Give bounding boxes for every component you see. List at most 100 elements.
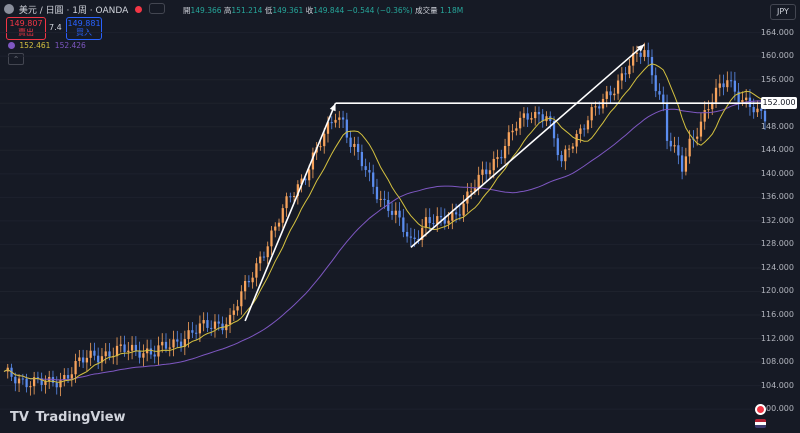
candle-body — [534, 111, 537, 119]
ohlc-readout: 開149.366 高151.214 低149.361 收149.844 −0.5… — [183, 5, 463, 16]
collapse-legend-button[interactable]: ⌃ — [8, 53, 24, 65]
candle-body — [29, 386, 32, 388]
currency-selector[interactable]: JPY — [770, 4, 796, 20]
candle-body — [575, 133, 578, 147]
candle-body — [300, 178, 303, 185]
candle-body — [326, 122, 330, 134]
tradingview-logo-icon: 𝗧𝗩 — [10, 410, 29, 425]
ohlc-low: 149.361 — [272, 6, 304, 15]
candle-body — [349, 137, 352, 147]
candle-body — [488, 170, 492, 175]
candle-body — [345, 119, 348, 138]
candle-body — [236, 306, 239, 311]
candle-body — [567, 148, 571, 150]
settings-icon[interactable] — [149, 3, 166, 14]
price-axis-tick-label: 112.000 — [760, 333, 794, 343]
candle-body — [149, 348, 153, 355]
candle-body — [206, 320, 209, 328]
candle-body — [210, 327, 213, 329]
candle-body — [703, 110, 706, 122]
candle-body — [274, 226, 277, 231]
candle-body — [530, 118, 533, 120]
candle-body — [78, 357, 81, 361]
candle-body — [665, 102, 669, 141]
candle-body — [443, 217, 446, 224]
ohlc-low-key: 低 — [264, 6, 273, 15]
candle-body — [14, 376, 17, 384]
volume-value: 1.18M — [440, 6, 464, 15]
candle-body — [428, 217, 431, 224]
slow-moving-average-line — [3, 100, 766, 381]
fast-moving-average-line — [3, 63, 766, 383]
candle-body — [613, 93, 616, 96]
candle-body — [733, 80, 736, 92]
candle-body — [598, 106, 601, 109]
candle-body — [262, 256, 266, 258]
candle-body — [243, 280, 247, 292]
candle-body — [647, 50, 650, 58]
candle-body — [217, 321, 220, 324]
candle-body — [658, 91, 661, 95]
candle-body — [729, 80, 733, 82]
candle-body — [526, 113, 529, 120]
indicator-row: 152.461 152.426 — [8, 41, 86, 50]
candle-body — [409, 236, 413, 238]
candle-body — [266, 246, 269, 258]
price-axis-tick-label: 136.000 — [760, 192, 794, 202]
price-axis-tick-label: 124.000 — [760, 262, 794, 272]
candle-body — [763, 110, 767, 122]
candle-body — [745, 97, 748, 101]
candle-body — [451, 212, 454, 221]
candle-body — [277, 222, 281, 227]
candle-body — [285, 196, 288, 209]
record-icon[interactable] — [755, 404, 766, 415]
candle-body — [673, 145, 676, 147]
candle-body — [680, 155, 684, 172]
candle-body — [228, 314, 232, 325]
candle-body — [100, 356, 104, 363]
candle-body — [142, 353, 145, 358]
candle-body — [356, 143, 360, 152]
candle-body — [556, 138, 559, 156]
candle-body — [560, 155, 563, 162]
ohlc-high-key: 高 — [223, 6, 232, 15]
ohlc-open-key: 開 — [183, 6, 191, 15]
candle-body — [564, 149, 567, 162]
price-axis-tick-label: 140.000 — [760, 168, 794, 178]
candle-body — [123, 344, 126, 353]
candle-body — [424, 217, 428, 228]
candle-body — [119, 344, 122, 346]
candle-body — [353, 143, 356, 147]
indicator-value-1: 152.461 — [19, 41, 51, 50]
symbol-title[interactable]: 美元 / 日圓 · 1周 · OANDA — [18, 6, 129, 16]
candle-body — [176, 339, 179, 342]
candle-body — [21, 378, 24, 380]
candle-body — [341, 117, 345, 120]
candle-body — [89, 350, 92, 358]
candle-body — [711, 102, 714, 110]
candle-body — [477, 174, 480, 188]
candle-body — [195, 332, 198, 334]
candle-body — [605, 91, 608, 99]
candle-body — [25, 378, 28, 388]
candle-body — [458, 214, 461, 216]
candle-body — [462, 203, 465, 216]
candle-body — [620, 73, 623, 81]
candle-body — [251, 277, 254, 283]
candle-body — [115, 345, 119, 357]
candle-body — [375, 186, 379, 200]
candle-body — [688, 138, 691, 157]
trend-arrow-1-arrowhead-icon — [329, 103, 336, 112]
candle-body — [183, 339, 186, 347]
flag-icon[interactable] — [755, 419, 766, 428]
candle-body — [552, 120, 556, 139]
candle-body — [85, 357, 89, 363]
trend-arrow-1 — [244, 102, 337, 322]
candle-body — [398, 210, 401, 218]
price-axis-tick-label: 160.000 — [760, 51, 794, 61]
candle-body — [492, 158, 495, 171]
candle-body — [402, 217, 405, 232]
candle-body — [669, 140, 672, 147]
candle-body — [650, 57, 654, 76]
